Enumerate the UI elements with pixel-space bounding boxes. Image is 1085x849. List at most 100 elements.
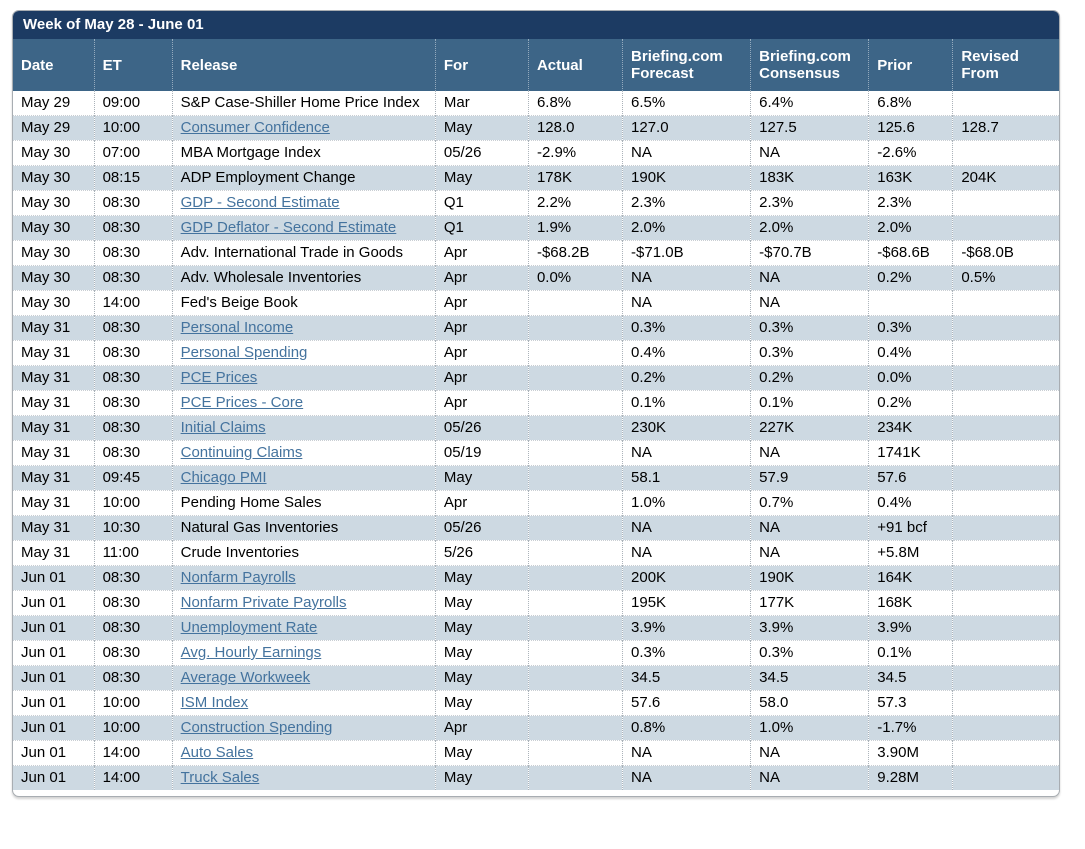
cell-date: May 31 [13,365,95,391]
cell-consensus: NA [750,265,869,291]
cell-date: May 30 [13,215,95,241]
cell-for: Apr [434,240,529,266]
cell-forecast: 0.2% [622,365,751,391]
cell-consensus: 0.3% [750,315,869,341]
release-link[interactable]: Nonfarm Payrolls [180,569,296,586]
cell-revised [952,465,1059,491]
cell-et: 14:00 [93,740,173,766]
cell-release: Chicago PMI [171,465,436,491]
cell-date: May 31 [13,415,95,441]
cell-prior: 2.0% [868,215,953,241]
cell-revised [952,415,1059,441]
cell-forecast: NA [622,265,751,291]
cell-actual: 1.9% [527,215,623,241]
cell-et: 08:30 [93,240,173,266]
cell-et: 08:30 [93,265,173,291]
release-link[interactable]: Chicago PMI [180,469,267,486]
release-link[interactable]: Personal Spending [180,344,308,361]
release-link[interactable]: Auto Sales [180,744,254,761]
cell-actual: 2.2% [527,190,623,216]
cell-date: May 30 [13,165,95,191]
cell-et: 08:15 [93,165,173,191]
cell-revised [952,365,1059,391]
cell-consensus: 34.5 [750,665,869,691]
col-header-date: Date [13,39,95,91]
cell-forecast: 200K [622,565,751,591]
cell-release: Personal Income [171,315,436,341]
cell-et: 09:45 [93,465,173,491]
cell-release: PCE Prices - Core [171,390,436,416]
release-link[interactable]: Continuing Claims [180,444,303,461]
release-link[interactable]: Average Workweek [180,669,311,686]
cell-actual: 178K [527,165,623,191]
cell-et: 08:30 [93,415,173,441]
cell-actual [527,490,623,516]
calendar-table: Date ET Release For Actual Briefing.com … [13,39,1059,790]
cell-consensus: NA [750,765,869,790]
cell-forecast: 57.6 [622,690,751,716]
economic-calendar: Week of May 28 - June 01 Date ET Release… [12,10,1060,797]
release-link[interactable]: GDP Deflator - Second Estimate [180,219,397,236]
cell-release: Crude Inventories [171,540,436,566]
cell-revised [952,340,1059,366]
cell-release: Auto Sales [171,740,436,766]
cell-forecast: 34.5 [622,665,751,691]
cell-actual [527,340,623,366]
cell-release: Continuing Claims [171,440,436,466]
cell-for: 05/26 [434,140,529,166]
cell-for: Apr [434,290,529,316]
cell-date: May 30 [13,240,95,266]
cell-revised [952,490,1059,516]
cell-release: Natural Gas Inventories [171,515,436,541]
release-link[interactable]: PCE Prices - Core [180,394,304,411]
cell-forecast: 195K [622,590,751,616]
cell-consensus: 177K [750,590,869,616]
cell-et: 10:00 [93,115,173,141]
header-row: Date ET Release For Actual Briefing.com … [13,39,1059,91]
release-link[interactable]: Avg. Hourly Earnings [180,644,322,661]
cell-et: 14:00 [93,765,173,790]
cell-et: 11:00 [93,540,173,566]
release-text: MBA Mortgage Index [180,144,321,161]
cell-forecast: 0.3% [622,315,751,341]
cell-forecast: 127.0 [622,115,751,141]
release-link[interactable]: Consumer Confidence [180,119,330,136]
release-text: Pending Home Sales [180,494,322,511]
cell-for: May [434,565,529,591]
release-link[interactable]: Unemployment Rate [180,619,318,636]
cell-release: Avg. Hourly Earnings [171,640,436,666]
cell-forecast: 0.4% [622,340,751,366]
cell-consensus: 0.7% [750,490,869,516]
cell-prior [868,290,953,316]
release-link[interactable]: Initial Claims [180,419,266,436]
cell-et: 08:30 [93,590,173,616]
cell-release: Nonfarm Private Payrolls [171,590,436,616]
cell-release: Nonfarm Payrolls [171,565,436,591]
cell-et: 08:30 [93,565,173,591]
cell-forecast: NA [622,290,751,316]
cell-revised [952,215,1059,241]
release-link[interactable]: GDP - Second Estimate [180,194,340,211]
table-row: May 31 08:30 PCE Prices Apr 0.2% 0.2% 0.… [13,365,1059,391]
release-link[interactable]: Construction Spending [180,719,333,736]
cell-for: May [434,740,529,766]
cell-revised [952,590,1059,616]
cell-prior: +5.8M [868,540,953,566]
cell-forecast: 58.1 [622,465,751,491]
cell-date: May 31 [13,390,95,416]
cell-consensus: NA [750,140,869,166]
cell-consensus: 190K [750,565,869,591]
cell-prior: 0.4% [868,340,953,366]
release-link[interactable]: Personal Income [180,319,294,336]
cell-consensus: 2.3% [750,190,869,216]
cell-actual [527,615,623,641]
cell-actual [527,465,623,491]
release-link[interactable]: Nonfarm Private Payrolls [180,594,347,611]
cell-for: May [434,115,529,141]
release-link[interactable]: Truck Sales [180,769,260,786]
cell-date: May 31 [13,440,95,466]
release-link[interactable]: PCE Prices [180,369,258,386]
release-link[interactable]: ISM Index [180,694,249,711]
cell-for: May [434,765,529,790]
cell-consensus: NA [750,515,869,541]
